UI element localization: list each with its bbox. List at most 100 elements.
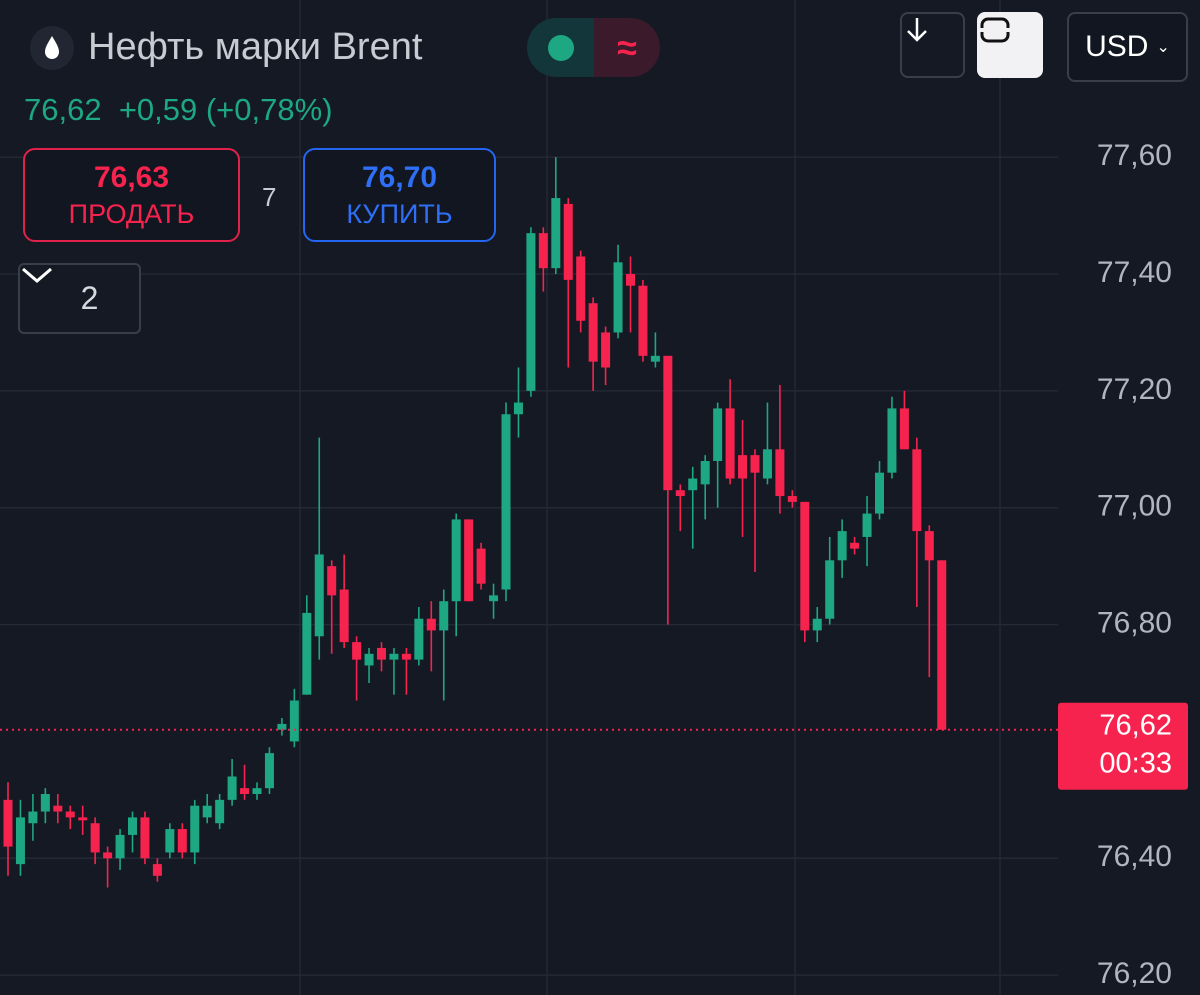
candle-body: [190, 805, 200, 853]
candle-body: [115, 834, 125, 859]
mode-toggle[interactable]: ≈: [527, 18, 660, 77]
candle-body: [140, 817, 150, 859]
candle-body: [389, 653, 399, 660]
candle-body: [401, 653, 411, 660]
spread: 7: [262, 182, 277, 212]
candle-body: [252, 788, 262, 795]
candle-body: [103, 852, 113, 859]
fullscreen-button[interactable]: [977, 12, 1043, 78]
candle-body: [152, 864, 162, 876]
last-price-tag: [1058, 702, 1188, 790]
candle-body: [264, 753, 274, 789]
candle-body: [551, 198, 561, 269]
candle-body: [90, 823, 100, 853]
y-tick-label: 76,40: [1097, 840, 1172, 873]
candle-body: [899, 408, 909, 450]
candle-body: [762, 449, 772, 479]
candle-body: [688, 478, 698, 491]
candle-body: [464, 519, 474, 602]
candle-body: [476, 548, 486, 584]
candle-body: [513, 402, 523, 415]
candle-body: [277, 723, 287, 730]
candle-body: [601, 332, 611, 368]
y-tick-label: 76,20: [1097, 957, 1172, 990]
collapse-button[interactable]: 2: [18, 263, 141, 334]
candle-body: [327, 566, 337, 596]
candle-body: [862, 513, 872, 537]
last-price: 76,62: [24, 92, 102, 127]
candle-body: [850, 542, 860, 549]
candle-body: [501, 414, 511, 590]
candle-body: [165, 829, 175, 853]
buy-button[interactable]: 76,70 КУПИТЬ: [303, 148, 496, 242]
candle-body: [215, 799, 225, 824]
candle-body: [202, 805, 212, 818]
candle-body: [663, 355, 673, 491]
candle-body: [339, 589, 349, 643]
candle-body: [837, 531, 847, 561]
candle-body: [414, 618, 424, 660]
candle-body: [675, 490, 685, 497]
candle-body: [775, 449, 785, 497]
candle-body: [314, 554, 324, 637]
candle-body: [912, 449, 922, 532]
candle-body: [451, 519, 461, 602]
candle-body: [289, 700, 299, 742]
candle-body: [725, 408, 735, 479]
sell-label: ПРОДАТЬ: [68, 198, 195, 229]
candle-body: [937, 560, 947, 730]
price-change: +0,59 (+0,78%): [118, 92, 333, 127]
y-tick-label: 77,00: [1097, 490, 1172, 523]
candle-body: [738, 455, 748, 479]
candle-body: [302, 612, 312, 695]
candle-body: [576, 256, 586, 321]
currency: USD: [1085, 30, 1149, 63]
candle-body: [128, 817, 137, 835]
candle-body: [364, 653, 374, 666]
candle-body: [887, 408, 897, 473]
candle-body: [588, 303, 598, 362]
candle-body: [875, 472, 884, 514]
candle-body: [800, 501, 810, 631]
candle-body: [377, 647, 386, 660]
candle-body: [638, 285, 648, 356]
candle-body: [526, 233, 536, 391]
instrument-title: Нефть марки Brent: [88, 26, 423, 68]
sell-price: 76,63: [93, 160, 170, 194]
candle-body: [28, 811, 38, 824]
candle-body: [538, 233, 548, 269]
candle-timer: 00:33: [1099, 747, 1172, 779]
y-tick-label: 77,20: [1097, 373, 1172, 406]
candle-body: [177, 829, 187, 853]
candle-body: [78, 817, 88, 821]
candle-body: [812, 618, 822, 631]
candle-body: [40, 794, 50, 812]
buy-price: 76,70: [361, 160, 438, 194]
candle-body: [713, 408, 723, 461]
candle-body: [65, 811, 75, 818]
candle-body: [825, 560, 835, 619]
last-price-label: 76,62: [1099, 709, 1172, 741]
download-button[interactable]: [900, 12, 965, 78]
candle-body: [53, 805, 63, 812]
candle-body: [787, 496, 797, 502]
currency-select[interactable]: USD ⌄: [1067, 12, 1188, 82]
candle-body: [700, 460, 710, 485]
sell-button[interactable]: 76,63 ПРОДАТЬ: [23, 148, 240, 242]
candle-body: [924, 531, 934, 561]
collapsed-count: 2: [80, 280, 99, 316]
candle-body: [426, 618, 436, 631]
price-row: 76,62 +0,59 (+0,78%): [24, 92, 333, 128]
y-tick-label: 76,80: [1097, 606, 1172, 639]
candle-body: [227, 776, 237, 800]
candle-body: [352, 642, 362, 660]
candle-body: [240, 788, 250, 795]
candle-body: [750, 455, 760, 473]
candle-body: [613, 262, 623, 333]
candle-body: [626, 274, 635, 286]
candle-body: [15, 817, 25, 865]
candle-body: [650, 355, 660, 362]
candle-body: [3, 799, 13, 847]
